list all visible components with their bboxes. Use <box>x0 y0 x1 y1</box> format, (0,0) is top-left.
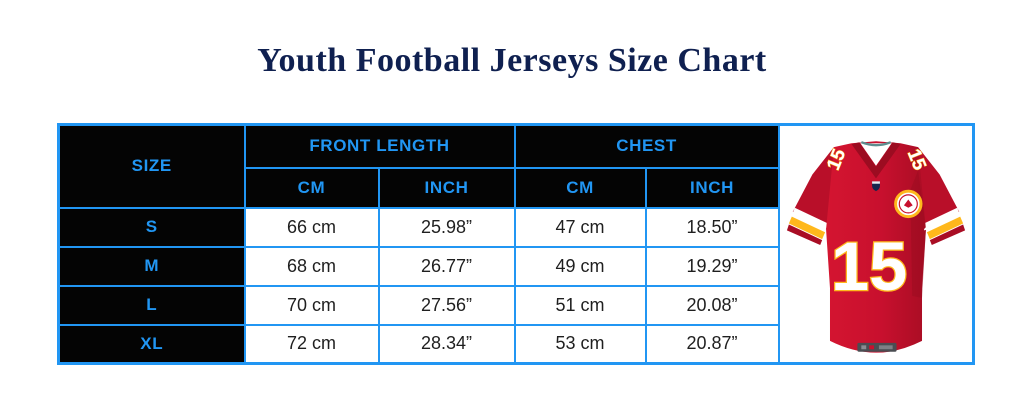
table-row-xl: XL 72 cm 28.34” 53 cm 20.87” <box>57 323 974 365</box>
table-row-l: L 70 cm 27.56” 51 cm 20.08” <box>57 284 974 326</box>
front-cm-m: 68 cm <box>243 245 380 287</box>
size-label-m: M <box>57 245 246 287</box>
nfl-shield-icon <box>871 181 880 192</box>
front-inch-s: 25.98” <box>377 206 516 248</box>
front-inch-m: 26.77” <box>377 245 516 287</box>
front-cm-xl: 72 cm <box>243 323 380 365</box>
table-row-m: M 68 cm 26.77” 49 cm 19.29” <box>57 245 974 287</box>
jersey-illustration: 15 15 15 <box>786 141 965 353</box>
chest-inch-xl: 20.87” <box>644 323 780 365</box>
header-chest: CHEST <box>513 123 780 169</box>
team-logo-patch <box>893 189 923 219</box>
header-size: SIZE <box>57 123 246 209</box>
size-label-s: S <box>57 206 246 248</box>
chest-cm-xl: 53 cm <box>513 323 647 365</box>
chest-inch-s: 18.50” <box>644 206 780 248</box>
chest-inch-l: 20.08” <box>644 284 780 326</box>
size-label-l: L <box>57 284 246 326</box>
chest-cm-m: 49 cm <box>513 245 647 287</box>
chest-inch-m: 19.29” <box>644 245 780 287</box>
header-chest-inch: INCH <box>644 166 780 209</box>
front-inch-xl: 28.34” <box>377 323 516 365</box>
front-cm-l: 70 cm <box>243 284 380 326</box>
size-chart-table: SIZE FRONT LENGTH CHEST <box>57 123 976 365</box>
size-label-xl: XL <box>57 323 246 365</box>
header-front-cm: CM <box>243 166 380 209</box>
header-front-length: FRONT LENGTH <box>243 123 516 169</box>
nike-swoosh-icon <box>923 218 943 231</box>
front-cm-s: 66 cm <box>243 206 380 248</box>
jersey-product-image: 15 15 15 <box>777 123 975 365</box>
page-title: Youth Football Jerseys Size Chart <box>257 42 767 79</box>
chest-cm-s: 47 cm <box>513 206 647 248</box>
chest-cm-l: 51 cm <box>513 284 647 326</box>
table-row-s: S 66 cm 25.98” 47 cm 18.50” <box>57 206 974 248</box>
jersey-chest-number: 15 <box>831 228 907 305</box>
header-front-inch: INCH <box>377 166 516 209</box>
jersey-jock-tag <box>857 342 897 352</box>
header-chest-cm: CM <box>513 166 647 209</box>
front-inch-l: 27.56” <box>377 284 516 326</box>
jersey-collar <box>851 141 901 179</box>
